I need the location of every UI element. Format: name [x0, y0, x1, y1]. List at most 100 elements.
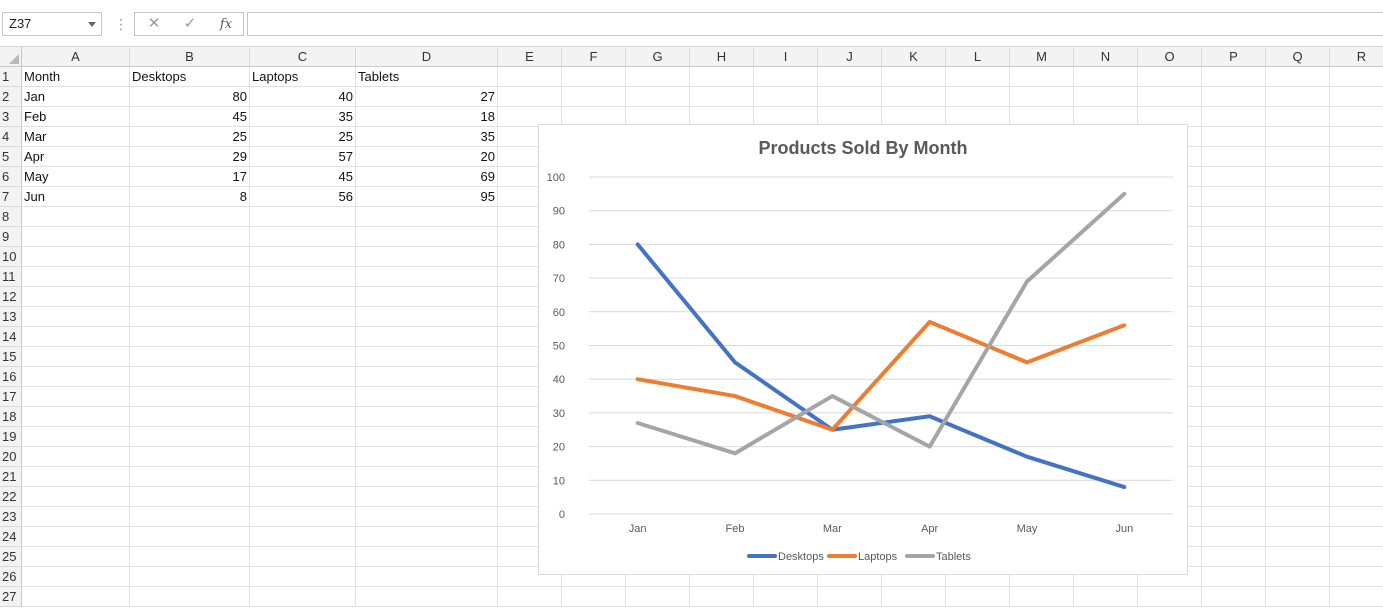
- cell-d21[interactable]: [356, 467, 498, 487]
- cell-d12[interactable]: [356, 287, 498, 307]
- row-header-5[interactable]: 5: [0, 147, 22, 167]
- cell-p17[interactable]: [1202, 387, 1266, 407]
- cell-c21[interactable]: [250, 467, 356, 487]
- row-header-4[interactable]: 4: [0, 127, 22, 147]
- cell-q2[interactable]: [1266, 87, 1330, 107]
- chevron-down-icon[interactable]: [88, 22, 96, 27]
- cell-b7[interactable]: 8: [130, 187, 250, 207]
- cell-i2[interactable]: [754, 87, 818, 107]
- cell-d10[interactable]: [356, 247, 498, 267]
- cell-c22[interactable]: [250, 487, 356, 507]
- cell-q11[interactable]: [1266, 267, 1330, 287]
- cell-h1[interactable]: [690, 67, 754, 87]
- cell-f1[interactable]: [562, 67, 626, 87]
- cell-a17[interactable]: [22, 387, 130, 407]
- cell-r26[interactable]: [1330, 567, 1383, 587]
- cell-h26[interactable]: [690, 567, 754, 587]
- cell-i26[interactable]: [754, 567, 818, 587]
- row-header-25[interactable]: 25: [0, 547, 22, 567]
- cell-b23[interactable]: [130, 507, 250, 527]
- column-header-d[interactable]: D: [356, 47, 498, 67]
- column-header-c[interactable]: C: [250, 47, 356, 67]
- cell-p26[interactable]: [1202, 567, 1266, 587]
- row-header-10[interactable]: 10: [0, 247, 22, 267]
- column-header-g[interactable]: G: [626, 47, 690, 67]
- cell-k1[interactable]: [882, 67, 946, 87]
- cell-q26[interactable]: [1266, 567, 1330, 587]
- series-line-tablets[interactable]: [635, 191, 1127, 456]
- cell-a25[interactable]: [22, 547, 130, 567]
- column-header-n[interactable]: N: [1074, 47, 1138, 67]
- cell-c11[interactable]: [250, 267, 356, 287]
- select-all-button[interactable]: [0, 47, 22, 67]
- series-line-desktops[interactable]: [635, 242, 1127, 490]
- name-box[interactable]: Z37: [2, 12, 102, 36]
- cell-d19[interactable]: [356, 427, 498, 447]
- cell-b3[interactable]: 45: [130, 107, 250, 127]
- cell-p9[interactable]: [1202, 227, 1266, 247]
- cell-p12[interactable]: [1202, 287, 1266, 307]
- cell-a23[interactable]: [22, 507, 130, 527]
- column-header-f[interactable]: F: [562, 47, 626, 67]
- cell-r17[interactable]: [1330, 387, 1383, 407]
- cell-r5[interactable]: [1330, 147, 1383, 167]
- cell-q12[interactable]: [1266, 287, 1330, 307]
- chart-title[interactable]: Products Sold By Month: [759, 138, 968, 158]
- cell-r4[interactable]: [1330, 127, 1383, 147]
- row-header-19[interactable]: 19: [0, 427, 22, 447]
- cell-p24[interactable]: [1202, 527, 1266, 547]
- cell-d25[interactable]: [356, 547, 498, 567]
- cell-p1[interactable]: [1202, 67, 1266, 87]
- cell-p18[interactable]: [1202, 407, 1266, 427]
- cell-a3[interactable]: Feb: [22, 107, 130, 127]
- cell-p22[interactable]: [1202, 487, 1266, 507]
- line-chart[interactable]: Products Sold By Month 0 10 20 30 40 50 60 70 80…: [538, 124, 1188, 575]
- cell-b6[interactable]: 17: [130, 167, 250, 187]
- cell-p2[interactable]: [1202, 87, 1266, 107]
- cell-p25[interactable]: [1202, 547, 1266, 567]
- cell-b10[interactable]: [130, 247, 250, 267]
- cell-p10[interactable]: [1202, 247, 1266, 267]
- cell-k27[interactable]: [882, 587, 946, 607]
- cell-b4[interactable]: 25: [130, 127, 250, 147]
- cell-h2[interactable]: [690, 87, 754, 107]
- cell-b24[interactable]: [130, 527, 250, 547]
- cell-c15[interactable]: [250, 347, 356, 367]
- row-header-21[interactable]: 21: [0, 467, 22, 487]
- cell-r15[interactable]: [1330, 347, 1383, 367]
- cell-c17[interactable]: [250, 387, 356, 407]
- cell-e1[interactable]: [498, 67, 562, 87]
- cell-d6[interactable]: 69: [356, 167, 498, 187]
- cell-e2[interactable]: [498, 87, 562, 107]
- cell-b21[interactable]: [130, 467, 250, 487]
- cell-d8[interactable]: [356, 207, 498, 227]
- row-header-11[interactable]: 11: [0, 267, 22, 287]
- cell-g2[interactable]: [626, 87, 690, 107]
- cell-b17[interactable]: [130, 387, 250, 407]
- row-header-23[interactable]: 23: [0, 507, 22, 527]
- cell-j27[interactable]: [818, 587, 882, 607]
- row-header-12[interactable]: 12: [0, 287, 22, 307]
- cell-i27[interactable]: [754, 587, 818, 607]
- row-header-6[interactable]: 6: [0, 167, 22, 187]
- cell-c8[interactable]: [250, 207, 356, 227]
- column-header-m[interactable]: M: [1010, 47, 1074, 67]
- cell-r16[interactable]: [1330, 367, 1383, 387]
- cell-q3[interactable]: [1266, 107, 1330, 127]
- cell-r8[interactable]: [1330, 207, 1383, 227]
- cell-f27[interactable]: [562, 587, 626, 607]
- cell-c4[interactable]: 25: [250, 127, 356, 147]
- cell-c14[interactable]: [250, 327, 356, 347]
- cell-d20[interactable]: [356, 447, 498, 467]
- row-header-20[interactable]: 20: [0, 447, 22, 467]
- cell-a10[interactable]: [22, 247, 130, 267]
- cell-a26[interactable]: [22, 567, 130, 587]
- cell-d23[interactable]: [356, 507, 498, 527]
- cell-f2[interactable]: [562, 87, 626, 107]
- cell-b19[interactable]: [130, 427, 250, 447]
- cell-p15[interactable]: [1202, 347, 1266, 367]
- cell-k26[interactable]: [882, 567, 946, 587]
- cell-c10[interactable]: [250, 247, 356, 267]
- cell-q1[interactable]: [1266, 67, 1330, 87]
- cell-q13[interactable]: [1266, 307, 1330, 327]
